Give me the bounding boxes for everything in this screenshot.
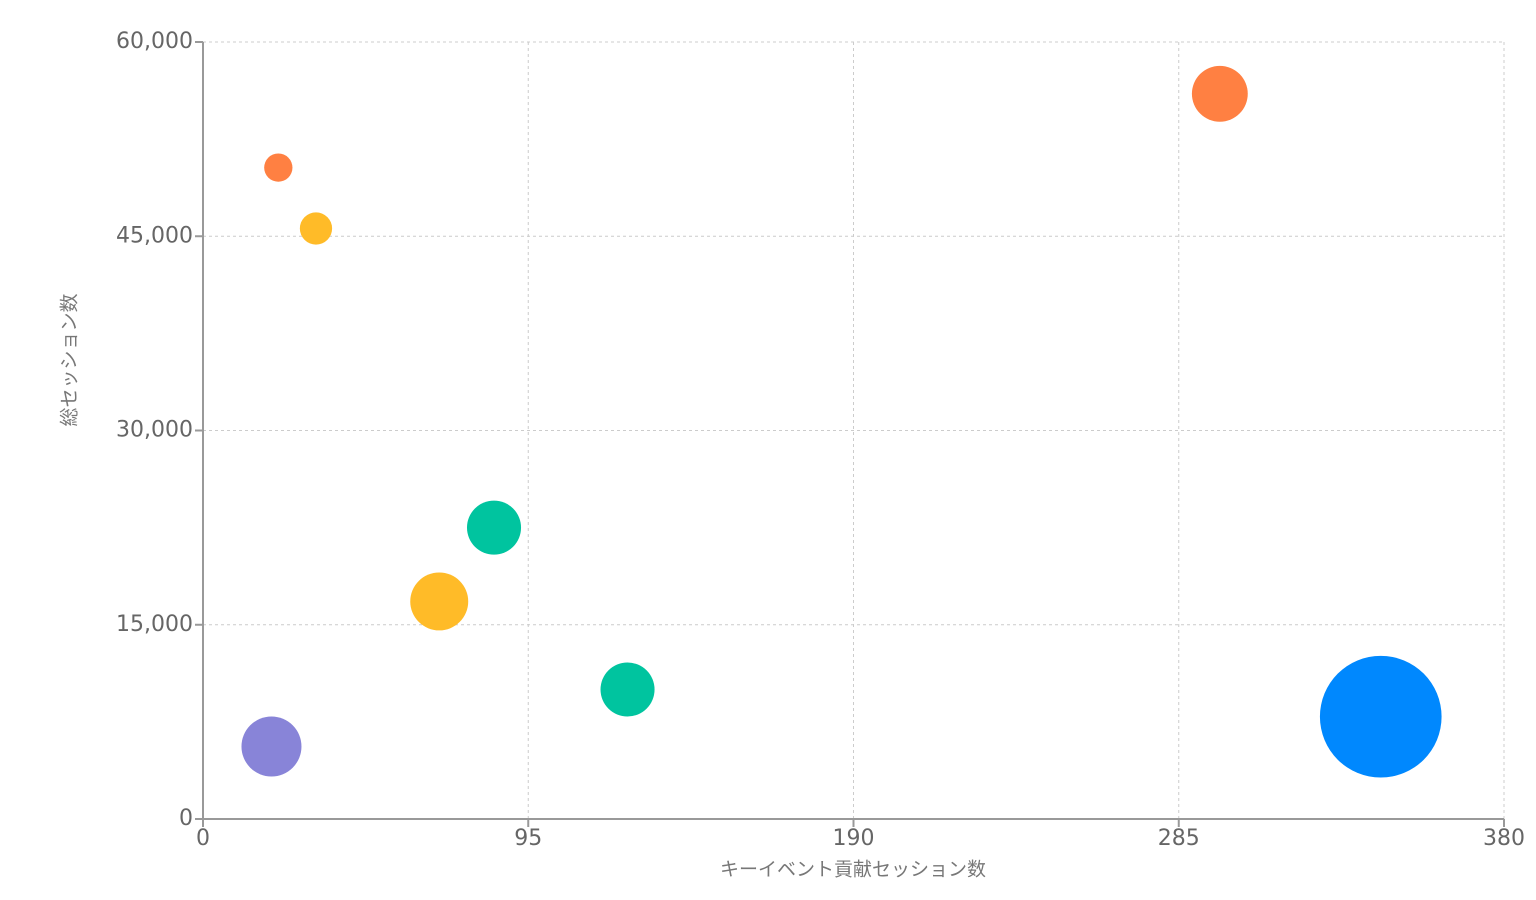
bubble [1319, 655, 1442, 778]
bubble [299, 212, 333, 245]
bubble [410, 572, 469, 631]
x-tick-label: 380 [1483, 826, 1525, 851]
bubble [466, 500, 522, 555]
x-tick-label: 285 [1158, 826, 1200, 851]
x-tick-label: 95 [514, 826, 542, 851]
x-axis-title: キーイベント貢献セッション数 [720, 859, 986, 881]
y-tick-label: 30,000 [116, 418, 193, 443]
x-tick-label: 190 [833, 826, 875, 851]
y-tick-label: 60,000 [116, 29, 193, 54]
bubble [241, 716, 302, 777]
x-tick-label: 0 [196, 826, 210, 851]
y-tick-label: 45,000 [116, 223, 193, 248]
y-tick-label: 15,000 [116, 612, 193, 637]
y-tick-label: 0 [179, 806, 193, 831]
bubble [1191, 65, 1248, 122]
bubble [264, 153, 293, 182]
y-axis-title: 総セッション数 [59, 293, 81, 426]
bubble [600, 662, 655, 717]
